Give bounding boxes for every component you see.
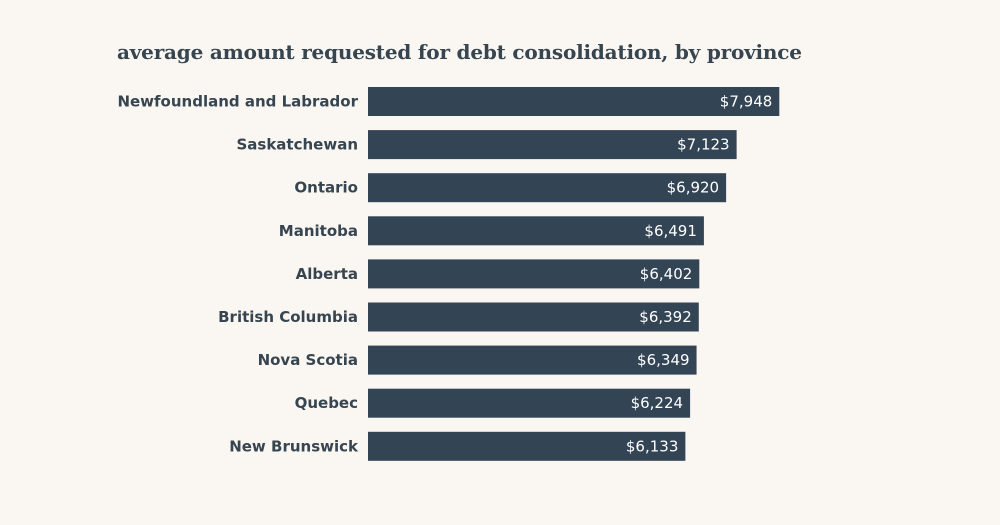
bar bbox=[368, 302, 699, 332]
value-label: $6,402 bbox=[640, 265, 693, 283]
bar bbox=[368, 259, 700, 289]
bar-row: New Brunswick $6,133 bbox=[229, 431, 686, 461]
bar bbox=[368, 173, 727, 203]
bar bbox=[368, 431, 686, 461]
value-label: $6,392 bbox=[639, 308, 692, 326]
bar bbox=[368, 87, 780, 116]
bars-layer: Newfoundland and Labrador $7,948 Saskatche… bbox=[117, 87, 780, 461]
category-label: Manitoba bbox=[279, 222, 358, 240]
bar-row: Ontario $6,920 bbox=[294, 173, 727, 203]
value-label: $7,123 bbox=[677, 136, 730, 154]
bar bbox=[368, 388, 691, 418]
value-label: $6,349 bbox=[637, 351, 690, 369]
category-label: Saskatchewan bbox=[236, 136, 358, 154]
bar-row: British Columbia $6,392 bbox=[218, 302, 699, 332]
value-label: $7,948 bbox=[720, 93, 773, 111]
category-label: Nova Scotia bbox=[258, 351, 358, 369]
bar-row: Alberta $6,402 bbox=[296, 259, 700, 289]
value-label: $6,224 bbox=[631, 394, 684, 412]
chart-title: average amount requested for debt consol… bbox=[117, 40, 802, 64]
category-label: Alberta bbox=[296, 265, 358, 283]
category-label: Ontario bbox=[294, 179, 358, 197]
category-label: Quebec bbox=[295, 394, 358, 412]
bar-row: Quebec $6,224 bbox=[295, 388, 691, 418]
value-label: $6,133 bbox=[626, 437, 679, 455]
bar bbox=[368, 216, 704, 246]
bar bbox=[368, 130, 737, 160]
value-label: $6,491 bbox=[644, 222, 697, 240]
bar-row: Manitoba $6,491 bbox=[279, 216, 704, 246]
category-label: New Brunswick bbox=[229, 437, 359, 455]
bar-row: Newfoundland and Labrador $7,948 bbox=[117, 87, 780, 116]
value-label: $6,920 bbox=[667, 179, 720, 197]
category-label: British Columbia bbox=[218, 308, 358, 326]
bar bbox=[368, 345, 697, 375]
bar-row: Saskatchewan $7,123 bbox=[236, 130, 737, 160]
bar-row: Nova Scotia $6,349 bbox=[258, 345, 697, 375]
category-label: Newfoundland and Labrador bbox=[117, 93, 358, 111]
